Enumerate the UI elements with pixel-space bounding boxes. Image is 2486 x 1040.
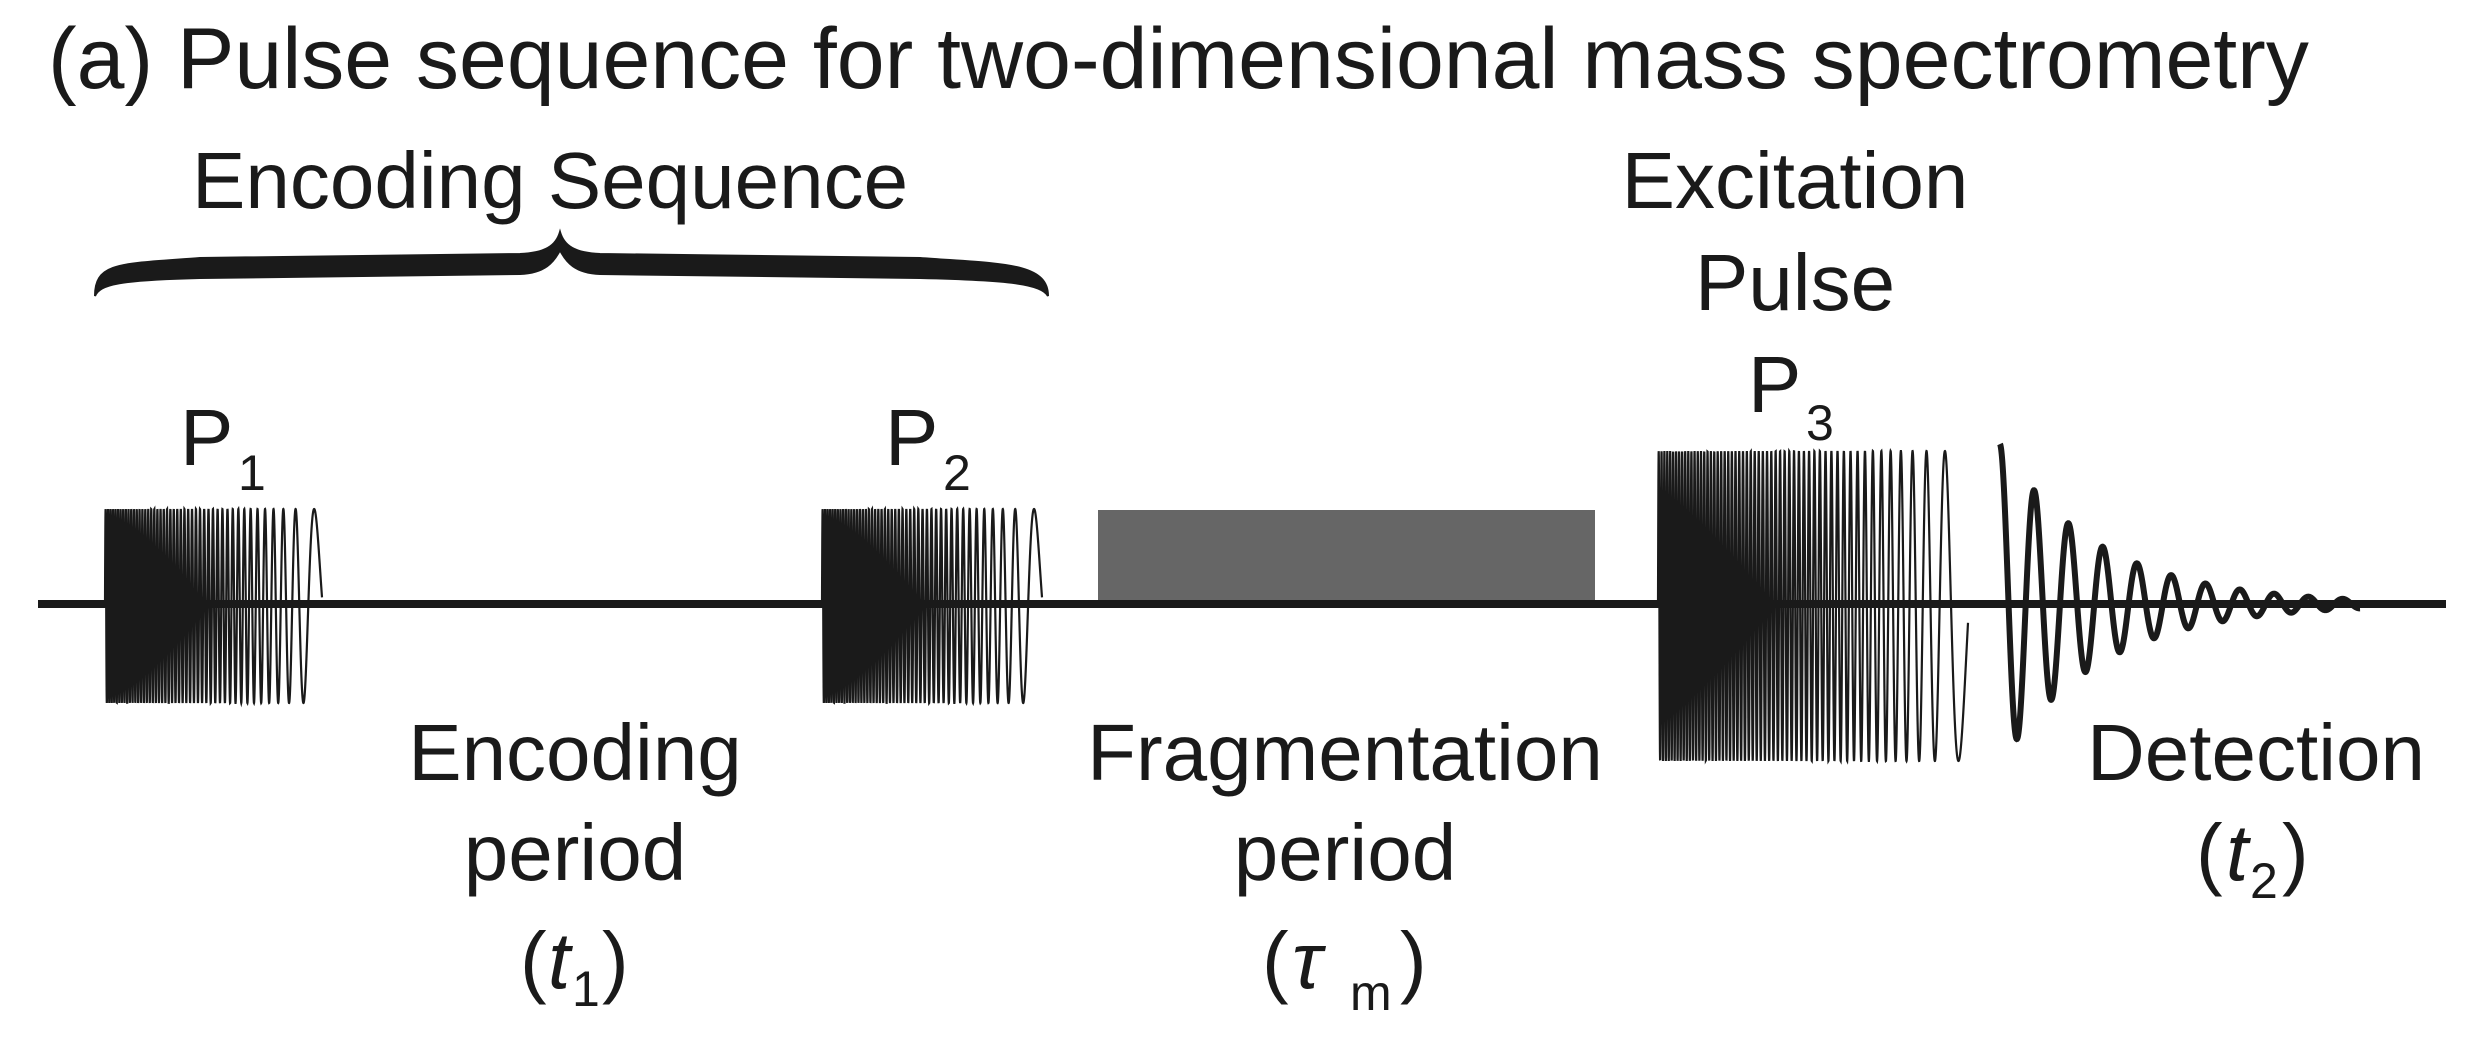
svg-text:1: 1 xyxy=(572,961,600,1017)
svg-text:3: 3 xyxy=(1806,395,1834,451)
svg-text:Detection: Detection xyxy=(2087,708,2425,797)
svg-text:(: ( xyxy=(2196,808,2223,897)
figure-title: (a) Pulse sequence for two-dimensional m… xyxy=(48,11,2309,107)
svg-text:2: 2 xyxy=(2250,853,2278,909)
p2-chirp-pulse xyxy=(820,505,1044,707)
svg-text:(: ( xyxy=(520,916,547,1005)
svg-text:): ) xyxy=(1400,916,1427,1005)
encoding-period-label: Encoding period ( t 1 ) xyxy=(408,708,742,1017)
p2-label: P 2 xyxy=(885,393,971,501)
p3-label: P 3 xyxy=(1748,340,1834,451)
detection-label: Detection ( t 2 ) xyxy=(2087,708,2425,909)
svg-text:): ) xyxy=(602,916,629,1005)
encoding-sequence-brace xyxy=(94,228,1049,297)
svg-text:(: ( xyxy=(1262,916,1289,1005)
svg-text:τ: τ xyxy=(1292,916,1327,1005)
p1-label: P 1 xyxy=(180,393,266,501)
svg-text:1: 1 xyxy=(238,445,266,501)
svg-text:P: P xyxy=(885,393,938,482)
fragmentation-period-label: Fragmentation period ( τ m ) xyxy=(1087,708,1603,1021)
encoding-sequence-label: Encoding Sequence xyxy=(192,136,908,225)
svg-text:period: period xyxy=(1234,808,1456,897)
svg-text:P: P xyxy=(180,393,233,482)
svg-text:t: t xyxy=(2226,808,2251,897)
svg-text:P: P xyxy=(1748,340,1801,429)
svg-text:period: period xyxy=(464,808,686,897)
svg-text:): ) xyxy=(2282,808,2309,897)
excitation-label-line1: Excitation xyxy=(1622,136,1969,225)
excitation-label-line2: Pulse xyxy=(1695,238,1895,327)
svg-text:Encoding: Encoding xyxy=(408,708,742,797)
detection-decay-signal xyxy=(1997,442,2361,743)
svg-text:m: m xyxy=(1350,965,1392,1021)
fragmentation-block xyxy=(1098,510,1595,608)
p1-chirp-pulse xyxy=(103,505,324,708)
svg-text:2: 2 xyxy=(943,445,971,501)
svg-text:Fragmentation: Fragmentation xyxy=(1087,708,1603,797)
p3-chirp-pulse xyxy=(1656,447,1970,765)
svg-text:t: t xyxy=(548,916,573,1005)
